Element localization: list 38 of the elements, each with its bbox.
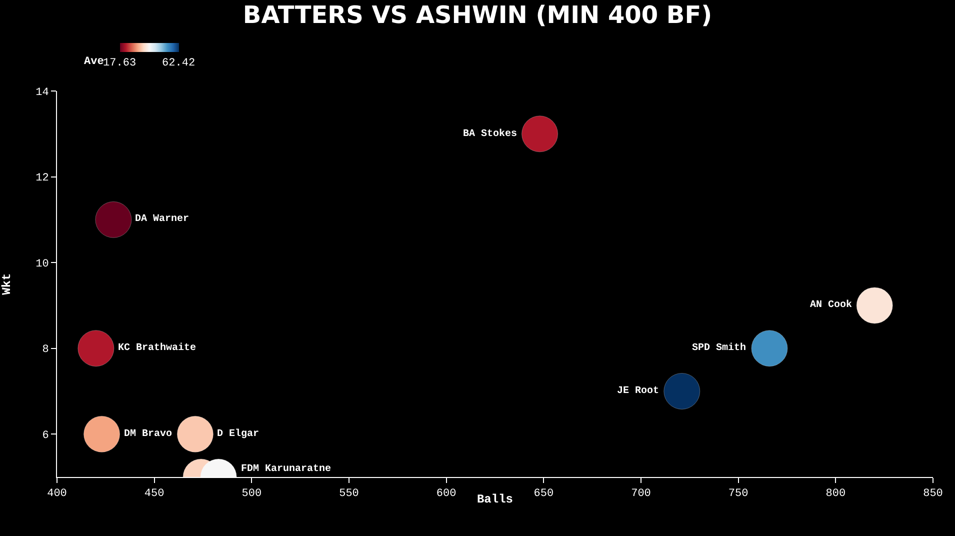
x-tick-label: 800 <box>826 488 846 500</box>
x-tick-label: 450 <box>144 488 164 500</box>
point <box>84 416 120 452</box>
color-bar-title: Ave <box>84 56 104 68</box>
point <box>78 330 114 367</box>
annotation: JE Root <box>617 386 660 397</box>
x-tick-label: 400 <box>47 488 67 500</box>
color-bar-label: 62.42 <box>162 58 196 70</box>
y-tick-label: 6 <box>42 430 49 442</box>
y-tick-label: 8 <box>42 344 49 356</box>
point <box>751 330 788 367</box>
point <box>664 372 700 410</box>
annotation: AN Cook <box>810 299 852 311</box>
y-axis-title: Wkt <box>0 273 14 295</box>
point <box>856 287 893 324</box>
annotation: BA Stokes <box>463 128 518 140</box>
chart-title: BATTERS VS ASHWIN (MIN 400 BF) <box>242 1 712 30</box>
annotation: D Elgar <box>217 428 260 440</box>
y-tick-label: 14 <box>36 86 50 99</box>
point <box>176 416 214 452</box>
annotation: SPD Smith <box>692 342 746 354</box>
color-bar-label: 17.63 <box>103 58 136 70</box>
y-tick-label: 10 <box>36 258 49 270</box>
y-tick-label: 12 <box>36 172 49 185</box>
x-tick-label: 850 <box>923 488 943 500</box>
annotation: DA Warner <box>135 214 190 225</box>
x-axis-title: Balls <box>476 492 514 507</box>
x-tick-label: 750 <box>728 488 748 500</box>
annotation: DM Bravo <box>124 429 172 440</box>
point <box>522 116 558 152</box>
x-tick-label: 600 <box>436 488 456 500</box>
x-tick-label: 500 <box>242 488 262 500</box>
x-tick-label: 650 <box>534 488 554 500</box>
point <box>95 201 132 238</box>
x-tick-label: 550 <box>339 488 359 500</box>
x-tick-label: 700 <box>631 488 651 500</box>
annotation: FDM Karunaratne <box>241 464 332 475</box>
annotation: KC Brathwaite <box>118 342 196 354</box>
